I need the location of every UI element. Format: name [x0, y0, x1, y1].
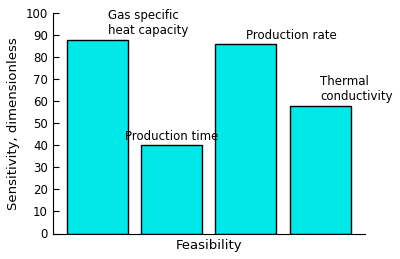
Bar [67, 40, 128, 234]
Bar [141, 146, 202, 234]
Y-axis label: Sensitivity, dimensionless: Sensitivity, dimensionless [7, 37, 20, 210]
Text: Thermal
conductivity: Thermal conductivity [320, 75, 393, 103]
Text: Production time: Production time [125, 130, 218, 143]
Bar [215, 44, 276, 234]
Bar [290, 106, 350, 234]
X-axis label: Feasibility: Feasibility [175, 239, 242, 252]
Text: Production rate: Production rate [246, 28, 336, 42]
Text: Gas specific
heat capacity: Gas specific heat capacity [108, 9, 189, 37]
